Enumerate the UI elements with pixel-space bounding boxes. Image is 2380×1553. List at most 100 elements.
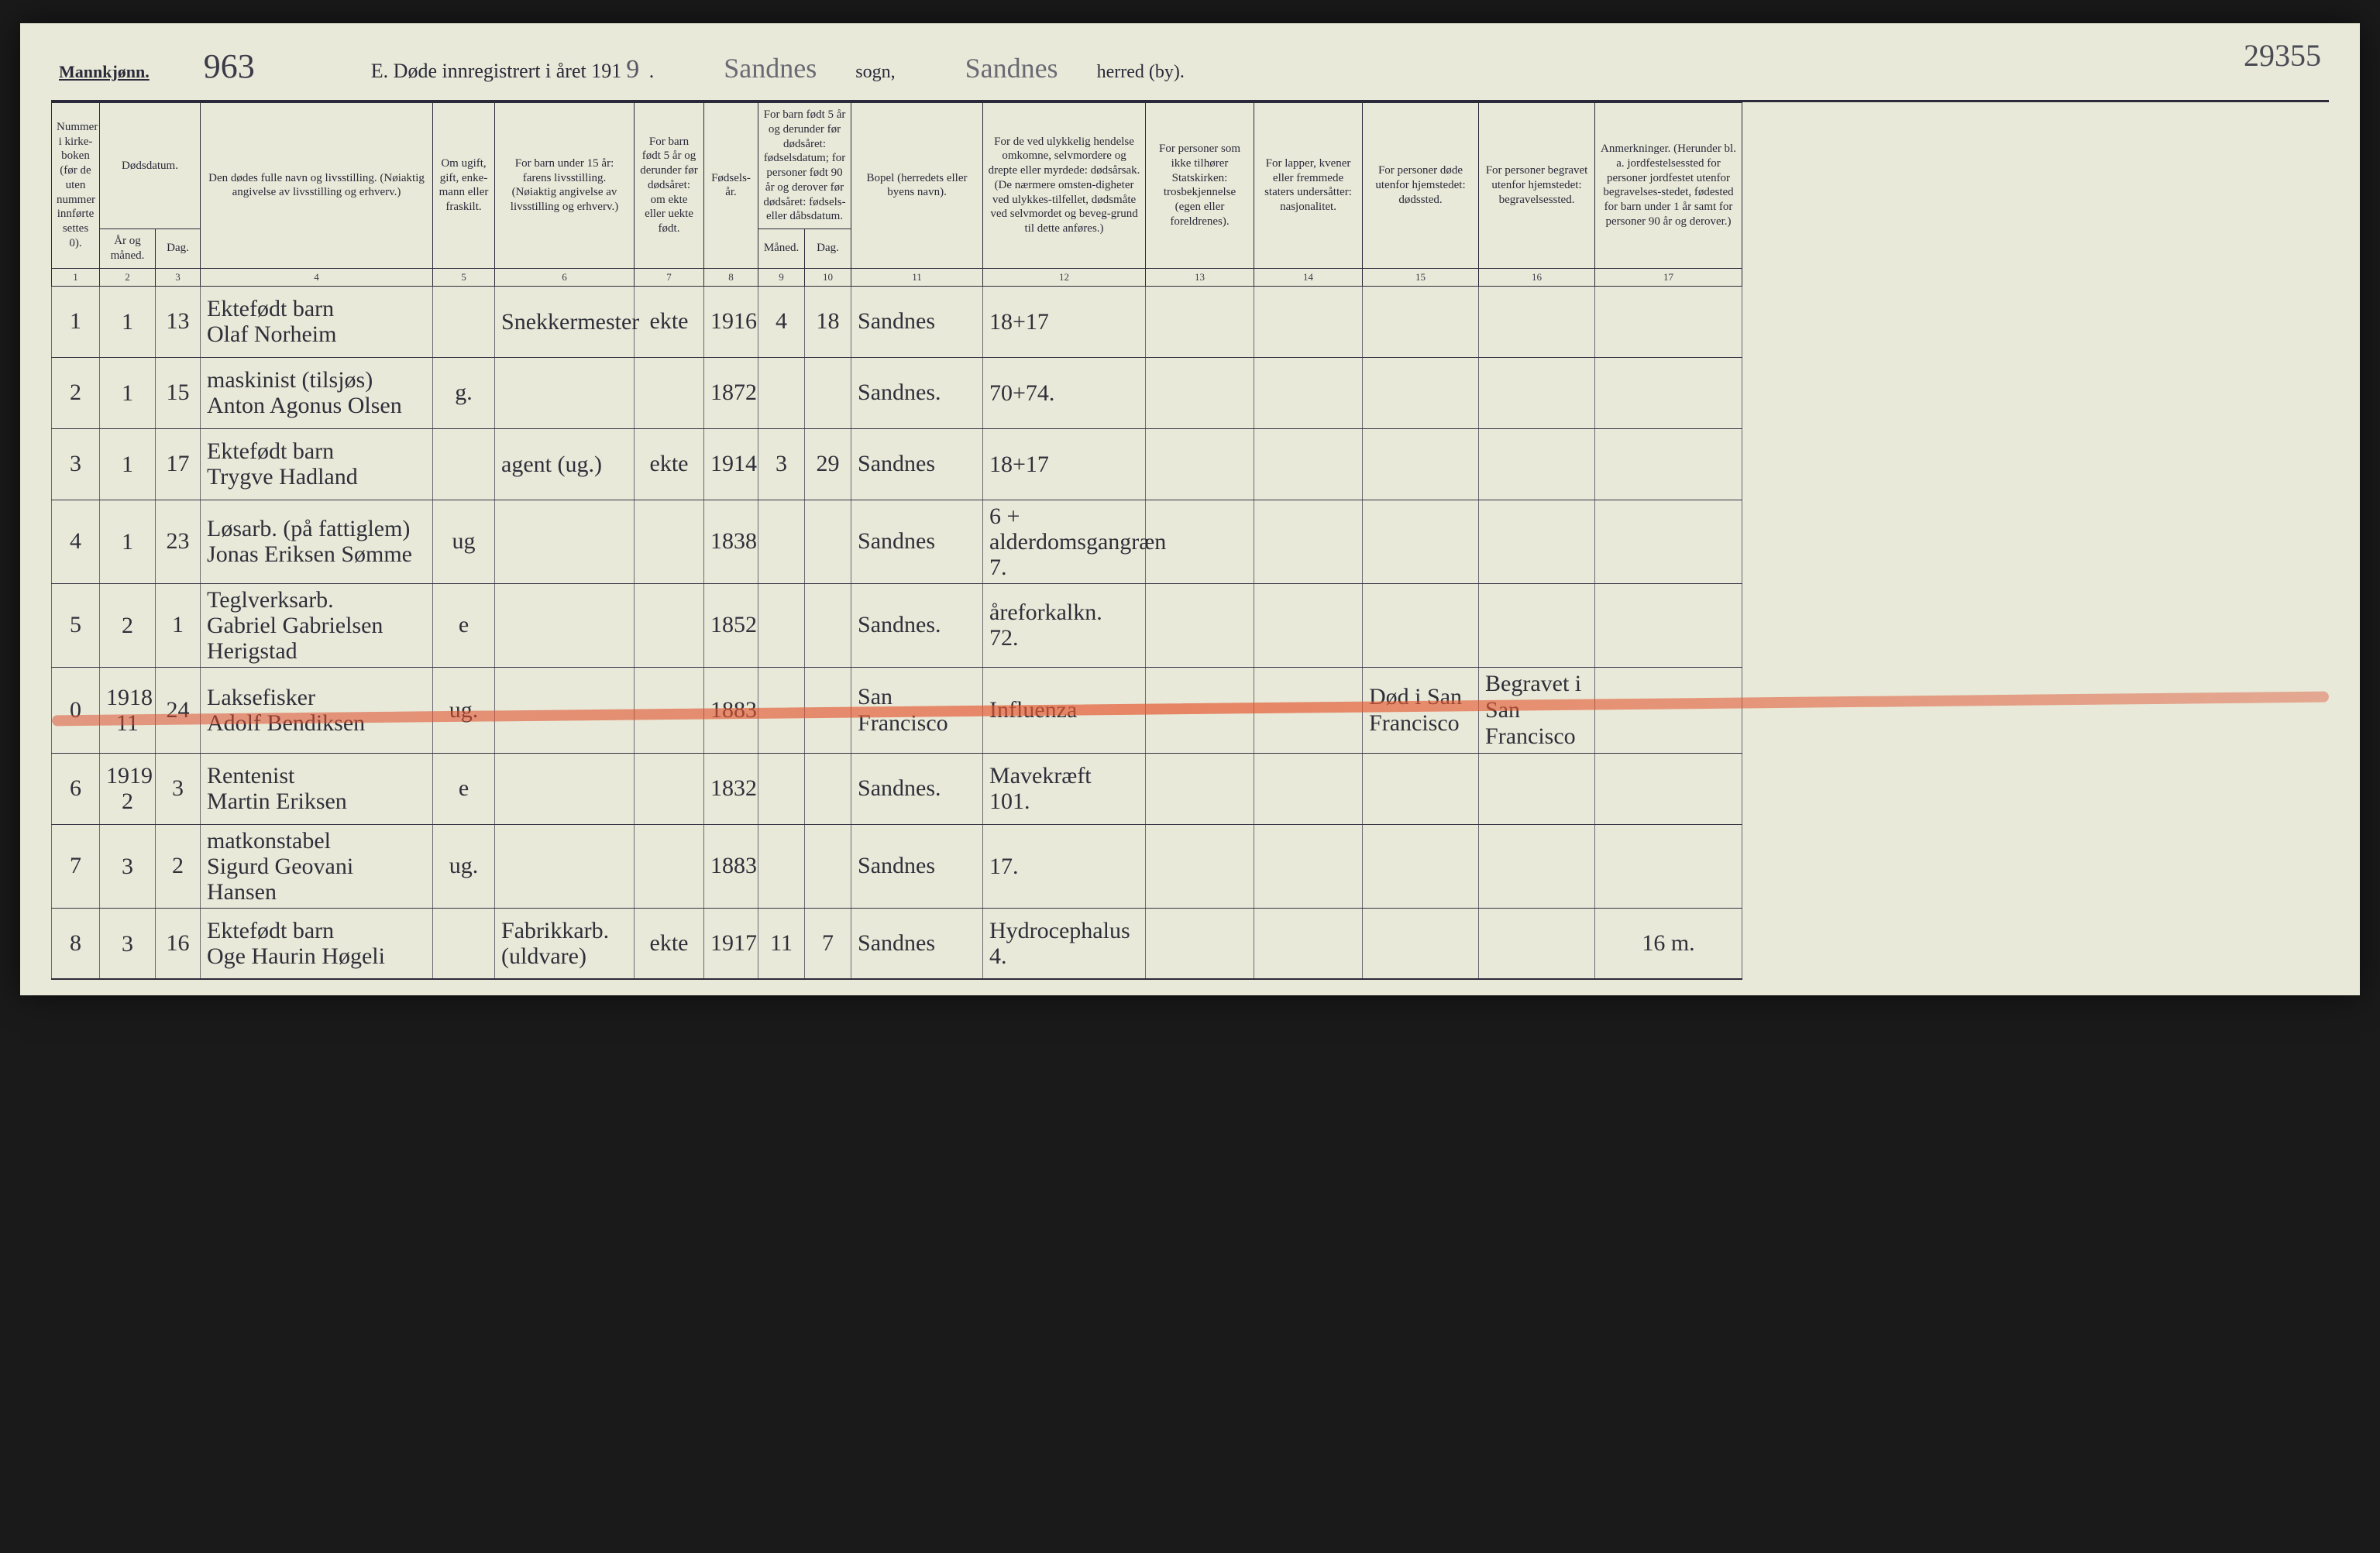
cell-mnd: 4 xyxy=(758,286,805,357)
cell-father xyxy=(495,824,635,908)
cell-cause: 18+17 xyxy=(983,286,1146,357)
cell-mnd: 11 xyxy=(758,908,805,979)
colnum: 10 xyxy=(805,268,851,286)
colnum: 3 xyxy=(156,268,201,286)
cell-num: 4 xyxy=(52,500,100,583)
cell-fdag xyxy=(805,583,851,667)
cell-status xyxy=(433,908,495,979)
sogn-label: sogn, xyxy=(855,62,895,83)
cell-father: Snekkermester xyxy=(495,286,635,357)
cell-bopel: San Francisco xyxy=(851,667,983,753)
cell-cause: åreforkalkn. 72. xyxy=(983,583,1146,667)
hdr-col11: Bopel (herredets eller byens navn). xyxy=(851,103,983,269)
cell-num: 3 xyxy=(52,428,100,500)
cell-ekte xyxy=(635,667,704,753)
cell-mnd xyxy=(758,500,805,583)
cell-c14 xyxy=(1254,428,1363,500)
cell-status: g. xyxy=(433,357,495,428)
cell-c14 xyxy=(1254,908,1363,979)
cell-c14 xyxy=(1254,824,1363,908)
colnum: 11 xyxy=(851,268,983,286)
cell-c14 xyxy=(1254,583,1363,667)
table-row: 4123Løsarb. (på fattiglem) Jonas Eriksen… xyxy=(52,500,2329,583)
cell-fdag xyxy=(805,357,851,428)
cell-mnd: 3 xyxy=(758,428,805,500)
cell-fdag xyxy=(805,667,851,753)
cell-ym: 1918 11 xyxy=(100,667,156,753)
cell-faar: 1917 xyxy=(704,908,758,979)
cell-status: e xyxy=(433,753,495,824)
cell-c17 xyxy=(1595,753,1742,824)
cell-name: Ektefødt barn Trygve Hadland xyxy=(201,428,433,500)
table-row: 01918 1124Laksefisker Adolf Bendiksenug.… xyxy=(52,667,2329,753)
cell-c15 xyxy=(1363,753,1479,824)
herred-label: herred (by). xyxy=(1097,62,1185,83)
cell-num: 1 xyxy=(52,286,100,357)
cell-c16: Begravet i San Francisco xyxy=(1479,667,1595,753)
cell-father xyxy=(495,357,635,428)
cell-ym: 2 xyxy=(100,583,156,667)
cell-name: matkonstabel Sigurd Geovani Hansen xyxy=(201,824,433,908)
table-body: 1113Ektefødt barn Olaf NorheimSnekkermes… xyxy=(52,286,2329,979)
cell-ekte xyxy=(635,753,704,824)
cell-fdag: 18 xyxy=(805,286,851,357)
cell-c15 xyxy=(1363,428,1479,500)
cell-status xyxy=(433,286,495,357)
cell-name: Ektefødt barn Olaf Norheim xyxy=(201,286,433,357)
cell-faar: 1872 xyxy=(704,357,758,428)
cell-bopel: Sandnes xyxy=(851,286,983,357)
cell-ekte xyxy=(635,583,704,667)
cell-dag: 13 xyxy=(156,286,201,357)
cell-faar: 1914 xyxy=(704,428,758,500)
cell-ym: 1 xyxy=(100,286,156,357)
cell-bopel: Sandnes xyxy=(851,908,983,979)
cell-father xyxy=(495,667,635,753)
cell-c17 xyxy=(1595,824,1742,908)
cell-c14 xyxy=(1254,753,1363,824)
hdr-col7: For barn født 5 år og derunder før dødså… xyxy=(635,103,704,269)
hdr-col5: Om ugift, gift, enke-mann eller fraskilt… xyxy=(433,103,495,269)
hdr-col14: For lapper, kvener eller fremmede stater… xyxy=(1254,103,1363,269)
hdr-col15: For personer døde utenfor hjemstedet: dø… xyxy=(1363,103,1479,269)
cell-c17: 16 m. xyxy=(1595,908,1742,979)
column-number-row: 1 2 3 4 5 6 7 8 9 10 11 12 13 14 15 16 1… xyxy=(52,268,2329,286)
cell-father xyxy=(495,753,635,824)
cell-c15 xyxy=(1363,286,1479,357)
cell-num: 0 xyxy=(52,667,100,753)
cell-c16 xyxy=(1479,500,1595,583)
hdr-col8: Fødsels-år. xyxy=(704,103,758,269)
cell-c15 xyxy=(1363,583,1479,667)
cell-bopel: Sandnes xyxy=(851,500,983,583)
hdr-col16: For personer begravet utenfor hjemstedet… xyxy=(1479,103,1595,269)
colnum: 14 xyxy=(1254,268,1363,286)
hdr-col9: Måned. xyxy=(758,229,805,269)
cell-faar: 1832 xyxy=(704,753,758,824)
cell-c15: Død i San Francisco xyxy=(1363,667,1479,753)
hdr-col13: For personer som ikke tilhører Statskirk… xyxy=(1146,103,1254,269)
cell-faar: 1916 xyxy=(704,286,758,357)
cell-ekte xyxy=(635,500,704,583)
cell-c14 xyxy=(1254,357,1363,428)
table-header: Nummer i kirke-boken (før de uten nummer… xyxy=(52,103,2329,287)
cell-father xyxy=(495,500,635,583)
cell-c16 xyxy=(1479,286,1595,357)
cell-c13 xyxy=(1146,583,1254,667)
cell-num: 8 xyxy=(52,908,100,979)
colnum: 16 xyxy=(1479,268,1595,286)
cell-faar: 1838 xyxy=(704,500,758,583)
title-line: Mannkjønn. 963 E. Døde innregistrert i å… xyxy=(51,46,2329,86)
cell-status: ug. xyxy=(433,824,495,908)
cell-c14 xyxy=(1254,500,1363,583)
table-row: 8316Ektefødt barn Oge Haurin HøgeliFabri… xyxy=(52,908,2329,979)
cell-ym: 1919 2 xyxy=(100,753,156,824)
cell-ekte xyxy=(635,357,704,428)
cell-c17 xyxy=(1595,286,1742,357)
cell-ym: 1 xyxy=(100,428,156,500)
cell-num: 6 xyxy=(52,753,100,824)
cell-bopel: Sandnes. xyxy=(851,357,983,428)
cell-c13 xyxy=(1146,286,1254,357)
register-page: 29355 Mannkjønn. 963 E. Døde innregistre… xyxy=(20,23,2360,995)
herred-value: Sandnes xyxy=(965,52,1058,84)
cell-cause: Influenza xyxy=(983,667,1146,753)
title-period: . xyxy=(644,60,654,82)
